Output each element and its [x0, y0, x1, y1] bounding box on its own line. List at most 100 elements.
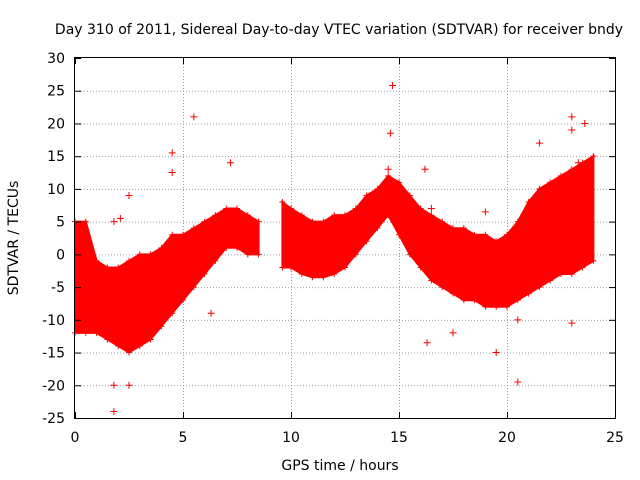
sdtvar-edge-point: [342, 212, 348, 219]
sdtvar-edge-point: [471, 297, 478, 304]
sdtvar-edge-point: [104, 336, 111, 343]
sdtvar-edge-point: [471, 231, 478, 238]
sdtvar-edge-point: [298, 212, 305, 219]
sdtvar-edge-point: [212, 257, 219, 264]
sdtvar-edge-point: [309, 274, 316, 281]
sdtvar-outlier-point: [125, 191, 133, 199]
y-tick-label: 15: [47, 149, 65, 165]
sdtvar-edge-point: [568, 271, 575, 277]
sdtvar-edge-point: [244, 212, 251, 219]
sdtvar-edge-point: [396, 231, 402, 238]
y-tick-label: 5: [56, 215, 65, 231]
sdtvar-edge-point: [190, 284, 197, 291]
sdtvar-edge-point: [558, 271, 564, 277]
sdtvar-outlier-point: [116, 214, 124, 222]
sdtvar-outlier-point: [389, 81, 397, 89]
x-tick-label: 25: [606, 430, 624, 446]
sdtvar-edge-point: [126, 349, 132, 356]
x-tick-label: 20: [498, 430, 516, 446]
y-tick-label: -15: [42, 346, 65, 362]
sdtvar-edge-point: [493, 303, 500, 310]
sdtvar-edge-point: [536, 284, 543, 291]
sdtvar-outlier-point: [568, 113, 576, 121]
sdtvar-outlier-point: [581, 119, 589, 127]
sdtvar-edge-point: [201, 271, 208, 277]
sdtvar-edge-point: [406, 251, 413, 258]
sdtvar-band-2: [281, 154, 595, 308]
sdtvar-edge-point: [320, 274, 327, 281]
sdtvar-edge-point: [450, 225, 456, 232]
sdtvar-edge-point: [158, 244, 165, 251]
sdtvar-outlier-point: [449, 329, 457, 337]
sdtvar-outlier-point: [481, 208, 489, 216]
sdtvar-outlier-point: [386, 129, 394, 137]
sdtvar-outlier-point: [568, 126, 576, 134]
sdtvar-outlier-point: [110, 381, 118, 389]
sdtvar-edge-point: [288, 264, 294, 271]
sdtvar-edge-point: [558, 172, 564, 179]
x-tick-label: 10: [282, 430, 300, 446]
sdtvar-edge-point: [320, 218, 327, 225]
sdtvar-edge-point: [536, 185, 543, 192]
y-tick-label: 20: [47, 116, 65, 132]
sdtvar-edge-point: [590, 153, 597, 160]
x-tick-label: 0: [71, 430, 80, 446]
sdtvar-edge-point: [374, 225, 381, 232]
sdtvar-edge-point: [385, 212, 392, 219]
sdtvar-edge-point: [514, 218, 521, 225]
sdtvar-edge-point: [352, 251, 359, 258]
sdtvar-edge-point: [439, 218, 446, 225]
y-tick-label: -20: [42, 378, 65, 394]
sdtvar-edge-point: [212, 212, 219, 219]
sdtvar-edge-point: [147, 336, 154, 343]
sdtvar-edge-point: [352, 205, 359, 212]
sdtvar-outlier-point: [492, 349, 500, 357]
sdtvar-edge-point: [363, 192, 370, 199]
sdtvar-edge-point: [514, 297, 521, 304]
sdtvar-edge-point: [396, 179, 402, 186]
y-axis-label: SDTVAR / TECUs: [6, 181, 22, 296]
data-points: [72, 81, 597, 415]
sdtvar-edge-point: [428, 277, 435, 284]
sdtvar-edge-point: [93, 329, 100, 336]
sdtvar-edge-point: [223, 244, 230, 251]
sdtvar-edge-point: [525, 199, 532, 205]
sdtvar-edge-point: [104, 264, 111, 271]
x-tick-label: 5: [179, 430, 188, 446]
y-tick-label: -5: [51, 280, 65, 296]
y-tick-label: 0: [56, 247, 65, 263]
sdtvar-edge-point: [288, 205, 294, 212]
sdtvar-outlier-point: [384, 165, 392, 173]
sdtvar-outlier-point: [125, 381, 133, 389]
sdtvar-edge-point: [568, 166, 575, 173]
sdtvar-edge-point: [590, 257, 597, 264]
sdtvar-edge-point: [374, 185, 381, 192]
sdtvar-outlier-point: [574, 159, 582, 167]
sdtvar-edge-point: [298, 271, 305, 277]
sdtvar-edge-point: [169, 310, 176, 317]
sdtvar-outlier-point: [227, 159, 235, 167]
sdtvar-edge-point: [460, 297, 467, 304]
sdtvar-edge-point: [279, 199, 286, 205]
sdtvar-edge-point: [180, 231, 186, 238]
sdtvar-outlier-point: [421, 165, 429, 173]
x-tick-label: 15: [390, 430, 408, 446]
sdtvar-outlier-point: [190, 113, 198, 121]
sdtvar-edge-point: [428, 212, 435, 219]
y-tick-label: -10: [42, 313, 65, 329]
grid-lines: [75, 58, 615, 418]
sdtvar-outlier-point: [207, 309, 215, 317]
y-tick-label: -25: [42, 411, 65, 427]
sdtvar-edge-point: [406, 192, 413, 199]
sdtvar-edge-point: [450, 290, 456, 297]
sdtvar-edge-point: [331, 212, 338, 219]
y-tick-label: 25: [47, 84, 65, 100]
axes: 0 5 10 15 20 25 -25 -20 -15 -10 -5 0 5 10 15 20 25 30: [42, 51, 624, 446]
sdtvar-outlier-point: [514, 316, 522, 324]
sdtvar-edge-point: [169, 231, 176, 238]
sdtvar-outlier-point: [514, 378, 522, 386]
sdtvar-edge-point: [234, 244, 240, 251]
sdtvar-edge-point: [126, 257, 132, 264]
sdtvar-edge-point: [417, 205, 424, 212]
